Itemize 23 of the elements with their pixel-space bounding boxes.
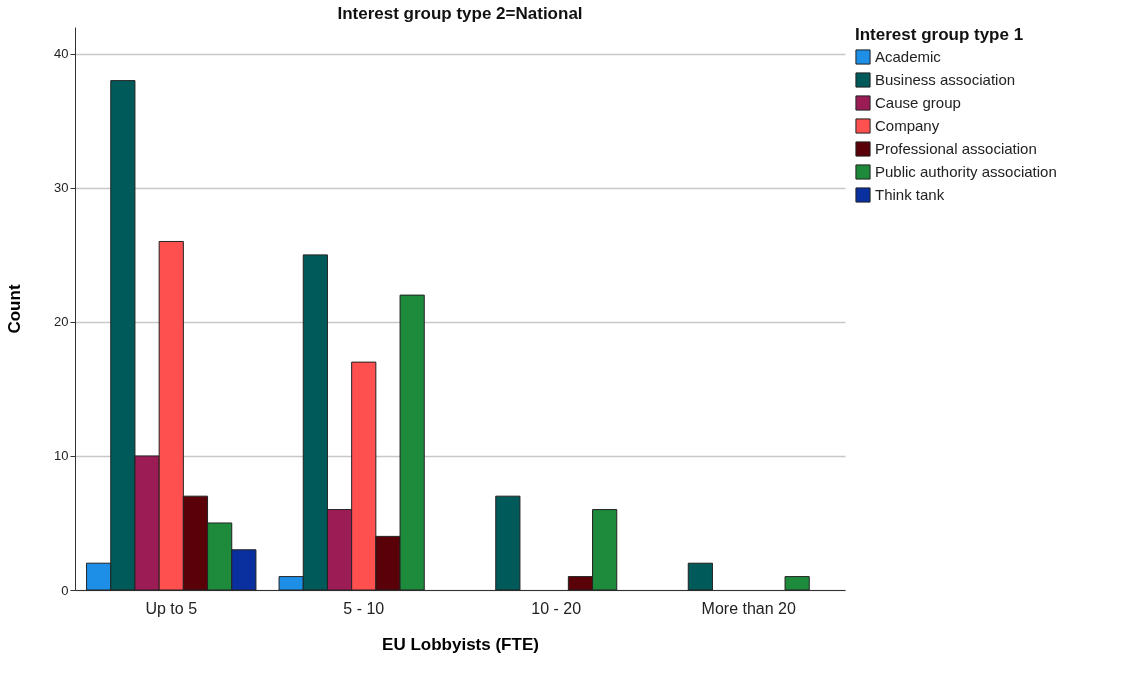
x-tick-label: 10 - 20 [531, 599, 582, 617]
legend-label: Professional association [875, 140, 1037, 157]
y-tick-label: 20 [54, 314, 69, 330]
x-tick-label: 5 - 10 [343, 599, 385, 617]
y-axis-title: Count [5, 284, 25, 334]
x-tick-label: More than 20 [701, 599, 796, 617]
legend-title: Interest group type 1 [855, 25, 1024, 44]
y-tick-label: 10 [54, 448, 69, 464]
legend-label: Academic [875, 48, 942, 65]
legend-label: Public authority association [875, 163, 1057, 180]
bar [687, 562, 713, 591]
x-axis-title: EU Lobbyists (FTE) [382, 634, 539, 654]
legend-label: Company [875, 117, 940, 134]
x-tick-label: Up to 5 [145, 599, 198, 617]
chart-title: Interest group type 2=National [337, 4, 583, 23]
bar [784, 576, 810, 591]
bar [495, 495, 521, 591]
legend-label: Think tank [875, 186, 945, 203]
legend-label: Business association [875, 71, 1016, 88]
y-tick-label: 30 [54, 180, 69, 196]
legend-label: Cause group [875, 94, 961, 111]
y-tick-label: 0 [61, 582, 69, 598]
y-tick-label: 40 [54, 46, 69, 62]
